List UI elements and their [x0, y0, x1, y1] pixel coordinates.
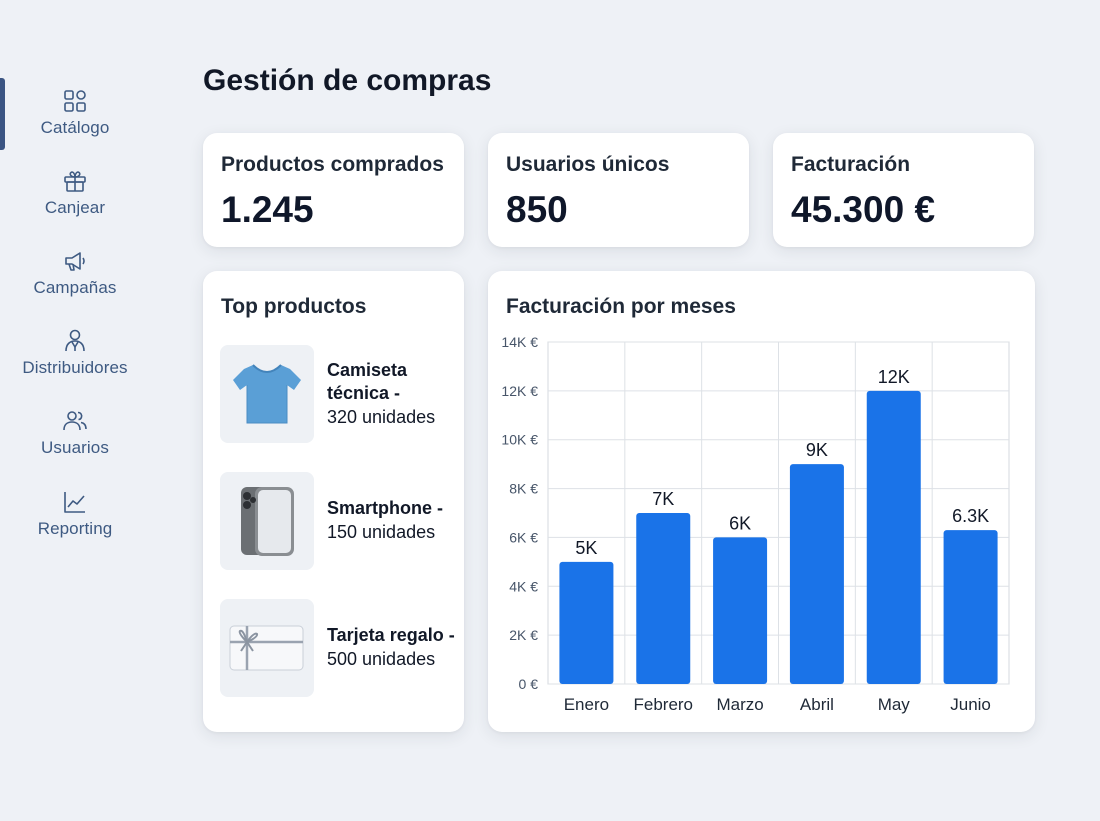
active-indicator: [0, 78, 5, 150]
bar: [789, 464, 844, 684]
y-tick-label: 12K €: [501, 383, 538, 399]
sidebar-item-canjear[interactable]: Canjear: [0, 168, 150, 238]
page-title: Gestión de compras: [203, 64, 492, 97]
y-tick-label: 4K €: [509, 578, 538, 594]
list-item[interactable]: Tarjeta regalo - 500 unidades: [220, 599, 460, 697]
y-tick-label: 14K €: [501, 334, 538, 350]
sidebar-item-label: Reporting: [37, 519, 113, 538]
revenue-bar-chart: 0 € 2K € 4K € 6K € 8K € 10K € 12K € 14K € 5K Ener…: [501, 334, 1010, 714]
y-tick-label: 10K €: [501, 432, 538, 448]
bar: [559, 561, 614, 684]
data-label: 5K: [575, 538, 597, 558]
product-name: Camiseta técnica -: [327, 359, 408, 403]
sidebar-item-label: Catálogo: [40, 118, 110, 137]
sidebar-item-usuarios[interactable]: Usuarios: [0, 408, 150, 478]
stat-value: 45.300 €: [791, 189, 936, 230]
distributor-icon: [62, 328, 88, 354]
list-item[interactable]: Smartphone - 150 unidades: [220, 472, 460, 570]
top-products-panel: Top productos Camiseta técnica - 320 uni…: [203, 271, 464, 732]
data-label: 7K: [652, 489, 674, 509]
sidebar-item-campanas[interactable]: Campañas: [0, 248, 150, 318]
x-tick-label: Febrero: [633, 695, 693, 714]
stat-value: 850: [506, 189, 568, 230]
x-tick-label: Junio: [950, 695, 991, 714]
x-tick-label: Marzo: [716, 695, 763, 714]
sidebar-item-label: Campañas: [33, 278, 117, 297]
data-label: 9K: [806, 440, 828, 460]
y-tick-label: 8K €: [509, 481, 538, 497]
sidebar-item-label: Distribuidores: [22, 358, 128, 377]
sidebar-item-distribuidores[interactable]: Distribuidores: [0, 328, 150, 398]
grid-icon: [62, 88, 88, 114]
sidebar-item-catalogo[interactable]: Catálogo: [0, 88, 150, 158]
sidebar-item-reporting[interactable]: Reporting: [0, 489, 150, 559]
gift-icon: [62, 168, 88, 194]
chart-title: Facturación por meses: [506, 295, 736, 318]
stat-title: Facturación: [791, 153, 911, 176]
smartphone-icon: [220, 472, 314, 570]
users-icon: [62, 408, 88, 434]
line-chart-icon: [62, 489, 88, 515]
data-label: 12K: [878, 367, 910, 387]
product-name: Tarjeta regalo -: [327, 625, 455, 645]
stat-title: Usuarios únicos: [506, 153, 670, 176]
stat-card-users: Usuarios únicos 850: [488, 133, 749, 247]
gift-card-icon: [220, 599, 314, 697]
stat-title: Productos comprados: [221, 153, 444, 176]
x-tick-label: Abril: [800, 695, 834, 714]
data-label: 6K: [729, 513, 751, 533]
panel-title: Top productos: [221, 295, 367, 318]
product-name: Smartphone -: [327, 498, 444, 518]
stat-value: 1.245: [221, 189, 314, 230]
bar: [943, 530, 998, 684]
tshirt-icon: [220, 345, 314, 443]
product-quantity: 150 unidades: [327, 522, 436, 542]
stat-card-revenue: Facturación 45.300 €: [773, 133, 1034, 247]
data-label: 6.3K: [952, 506, 989, 526]
megaphone-icon: [62, 248, 88, 274]
product-quantity: 320 unidades: [327, 406, 436, 427]
revenue-chart-panel: Facturación por meses 0 € 2K € 4K € 6K € 8K …: [488, 271, 1035, 732]
bar: [713, 537, 768, 684]
list-item[interactable]: Camiseta técnica - 320 unidades: [220, 345, 460, 443]
x-tick-label: Enero: [564, 695, 609, 714]
bar: [866, 390, 921, 684]
y-tick-label: 6K €: [509, 529, 538, 545]
y-tick-label: 0 €: [519, 676, 539, 692]
bar: [636, 513, 691, 684]
sidebar-item-label: Usuarios: [41, 438, 109, 457]
y-tick-label: 2K €: [509, 627, 538, 643]
x-tick-label: May: [878, 695, 911, 714]
product-quantity: 500 unidades: [327, 649, 436, 669]
sidebar-item-label: Canjear: [44, 198, 106, 217]
sidebar: Catálogo Canjear Campañas: [0, 0, 150, 821]
stat-card-products: Productos comprados 1.245: [203, 133, 464, 247]
